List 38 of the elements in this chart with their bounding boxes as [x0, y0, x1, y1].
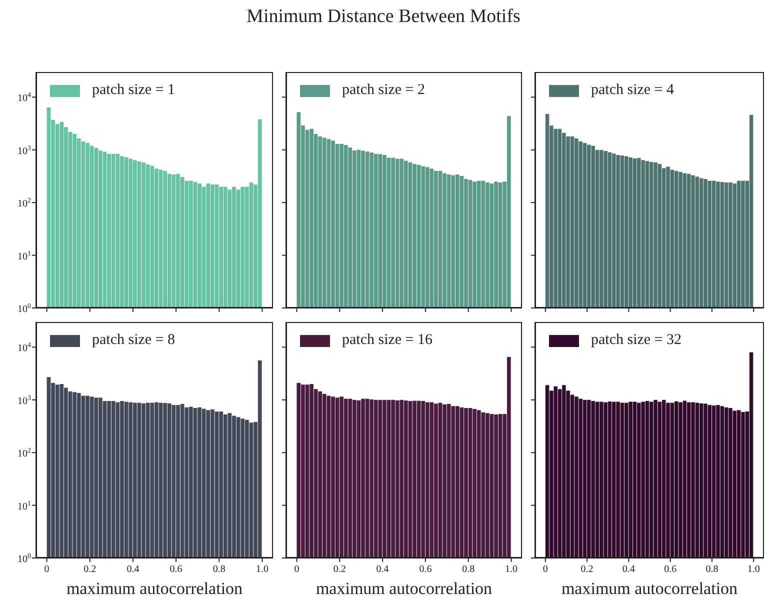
x-tick-label: 0.8 — [212, 564, 226, 575]
x-tick-label: 1.0 — [256, 564, 268, 575]
legend-label: patch size = 8 — [92, 332, 176, 349]
x-tick-label: 0.6 — [170, 564, 182, 575]
x-tick-label: 0.6 — [419, 564, 432, 575]
chart-title: Minimum Distance Between Motifs — [246, 6, 522, 28]
x-axis-title: maximum autocorrelation — [66, 579, 244, 598]
x-tick-label: 0.8 — [462, 564, 475, 575]
y-tick-label: 10$^{1}$ — [18, 499, 32, 512]
y-tick-label: 10$^{2}$ — [18, 446, 32, 460]
x-tick-label: 0.2 — [84, 564, 96, 575]
legend-label: patch size = 2 — [342, 82, 426, 99]
y-tick-label: 10$^{4}$ — [18, 341, 32, 354]
x-tick-label: 0.4 — [126, 564, 140, 575]
legend-label: patch size = 32 — [591, 332, 682, 349]
x-tick-label: 0 — [294, 564, 300, 575]
x-tick-label: 0.8 — [706, 564, 718, 575]
legend-label: patch size = 4 — [591, 82, 674, 99]
legend-label: patch size = 16 — [342, 332, 433, 349]
x-tick-label: 0.4 — [376, 564, 389, 575]
x-tick-label: 1.0 — [747, 564, 760, 575]
x-axis-title: maximum autocorrelation — [561, 579, 738, 598]
x-axis-title: maximum autocorrelation — [316, 579, 493, 598]
y-tick-label: 10$^{1}$ — [18, 249, 32, 262]
x-tick-label: 0.4 — [622, 564, 635, 575]
y-tick-label: 10$^{0}$ — [18, 302, 32, 315]
y-tick-label: 10$^{0}$ — [18, 552, 32, 565]
x-tick-label: 0.6 — [664, 564, 677, 575]
x-tick-label: 0 — [542, 564, 548, 575]
x-tick-label: 0 — [44, 564, 50, 575]
y-tick-label: 10$^{4}$ — [18, 91, 32, 104]
y-tick-label: 10$^{3}$ — [18, 144, 32, 157]
x-tick-label: 0.2 — [333, 564, 346, 575]
x-tick-label: 0.2 — [580, 564, 594, 575]
y-tick-label: 10$^{3}$ — [18, 394, 32, 407]
y-tick-label: 10$^{2}$ — [18, 196, 32, 210]
x-tick-label: 1.0 — [505, 564, 518, 575]
legend-label: patch size = 1 — [92, 82, 176, 99]
